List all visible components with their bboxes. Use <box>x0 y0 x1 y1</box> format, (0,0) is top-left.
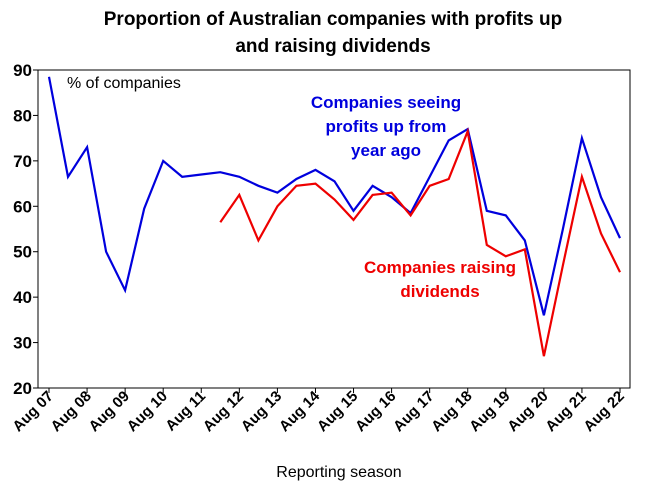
x-tick-label: Aug 17 <box>390 388 437 435</box>
x-tick-label: Aug 20 <box>504 388 551 435</box>
chart-title-line-2: and raising dividends <box>235 36 430 57</box>
y-tick-label: 90 <box>13 61 32 80</box>
x-tick-label: Aug 22 <box>580 388 627 435</box>
x-tick-label: Aug 11 <box>162 388 209 435</box>
y-tick-label: 20 <box>13 379 32 398</box>
profits-series-label-line-2: profits up from <box>326 117 447 136</box>
profits-series-label-line-3: year ago <box>351 141 421 160</box>
y-tick-label: 40 <box>13 288 32 307</box>
x-tick-label: Aug 09 <box>86 388 133 435</box>
dividends-series-label-line-2: dividends <box>400 282 479 301</box>
plot-area <box>37 69 631 389</box>
x-tick-label: Aug 19 <box>466 388 513 435</box>
dividends-series-label-line-1: Companies raising <box>364 258 516 277</box>
y-axis: 20 30 40 50 60 70 80 90 <box>13 61 38 398</box>
x-tick-label: Aug 10 <box>124 388 171 435</box>
y-tick-label: 50 <box>13 243 32 262</box>
x-tick-label: Aug 13 <box>238 388 285 435</box>
x-tick-label: Aug 18 <box>428 388 475 435</box>
x-tick-label: Aug 21 <box>542 388 589 435</box>
chart-title-line-1: Proportion of Australian companies with … <box>104 9 562 30</box>
y-tick-label: 70 <box>13 152 32 171</box>
x-axis-label: Reporting season <box>276 464 401 481</box>
dividends-up-series-line <box>219 127 621 357</box>
series-lines <box>47 76 621 357</box>
profits-series-label-line-1: Companies seeing <box>311 93 461 112</box>
y-tick-label: 30 <box>13 334 32 353</box>
x-tick-label: Aug 08 <box>48 388 95 435</box>
x-tick-label: Aug 15 <box>314 388 361 435</box>
y-tick-label: 60 <box>13 197 32 216</box>
profits-up-series-line <box>47 76 621 316</box>
x-tick-label: Aug 16 <box>352 388 399 435</box>
y-tick-label: 80 <box>13 106 32 125</box>
y-axis-label: % of companies <box>67 75 181 92</box>
x-tick-label: Aug 12 <box>200 388 247 435</box>
x-tick-label: Aug 14 <box>276 387 324 435</box>
